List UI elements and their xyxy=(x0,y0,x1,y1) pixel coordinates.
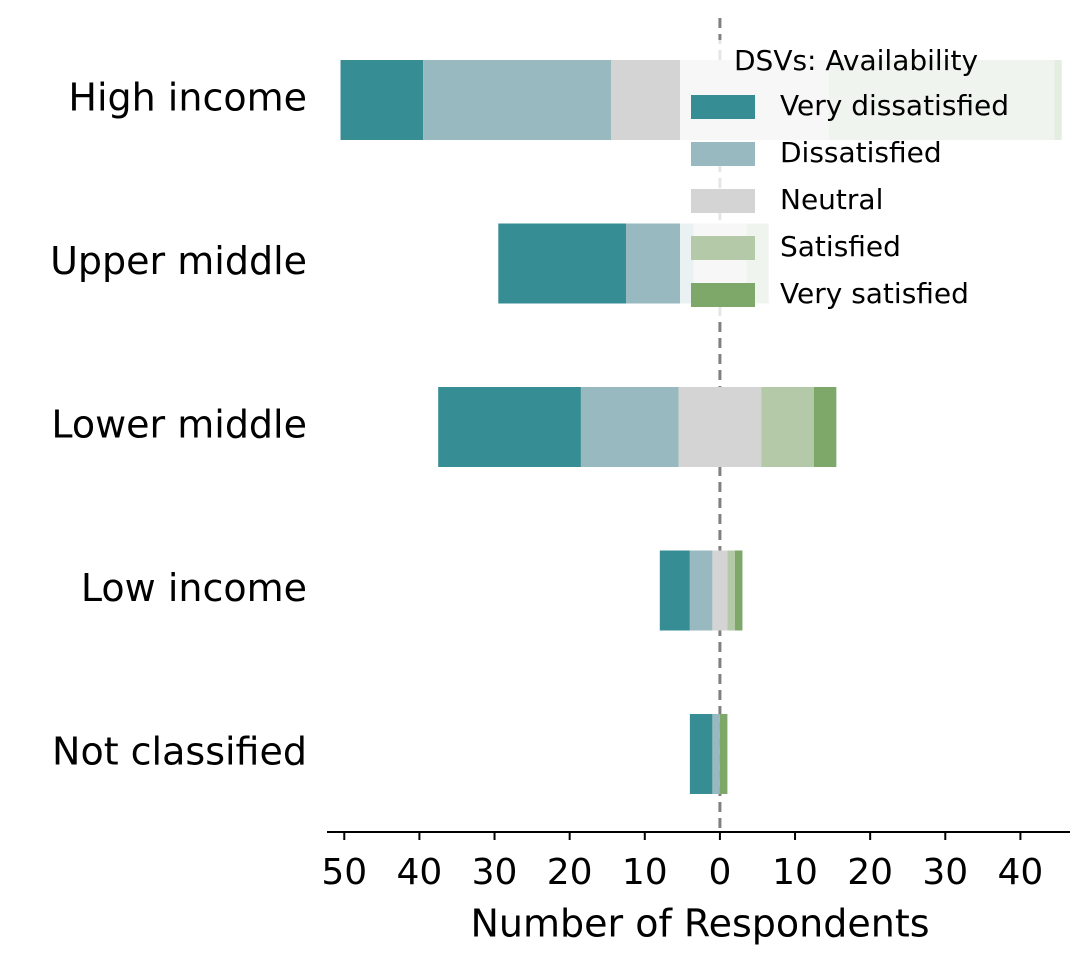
x-tick-label: 30 xyxy=(922,852,968,893)
legend-label: Neutral xyxy=(780,183,883,216)
x-axis-label: Number of Respondents xyxy=(470,902,929,946)
bar-segment xyxy=(719,714,728,794)
y-tick-label: Not classified xyxy=(52,730,307,774)
legend-label: Satisfied xyxy=(780,230,901,263)
y-tick-label: Low income xyxy=(81,566,307,610)
bar-segment xyxy=(659,550,690,631)
x-tick-label: 20 xyxy=(547,852,593,893)
legend-swatch xyxy=(691,189,755,213)
bar-segment xyxy=(689,550,713,631)
bar-segment xyxy=(580,387,679,467)
x-tick-label: 10 xyxy=(622,852,668,893)
x-tick-label: 30 xyxy=(472,852,518,893)
y-tick-label: Lower middle xyxy=(51,403,307,447)
x-tick-label: 50 xyxy=(321,852,367,893)
bar-segment xyxy=(678,387,762,467)
y-tick-label: High income xyxy=(68,76,307,120)
bar-segment xyxy=(813,387,837,467)
legend-box xyxy=(680,40,1062,318)
bar-segment xyxy=(734,550,743,631)
bar-segment xyxy=(498,223,627,304)
x-tick-label: 40 xyxy=(396,852,442,893)
bar-segment xyxy=(712,550,728,631)
legend-label: Dissatisfied xyxy=(780,136,942,169)
bar-segment xyxy=(727,550,735,631)
x-tick-label: 20 xyxy=(847,852,893,893)
legend-swatch xyxy=(691,95,755,119)
bar-segment xyxy=(340,60,424,140)
bar-segment xyxy=(438,387,581,467)
bar-segment xyxy=(761,387,814,467)
legend-label: Very dissatisfied xyxy=(780,89,1009,122)
x-tick-label: 0 xyxy=(708,852,731,893)
legend-swatch xyxy=(691,283,755,307)
legend-swatch xyxy=(691,236,755,260)
x-tick-label: 40 xyxy=(998,852,1044,893)
legend-label: Very satisfied xyxy=(780,277,969,310)
bar-segment xyxy=(423,60,611,140)
bar-segment xyxy=(689,714,713,794)
x-tick-label: 10 xyxy=(772,852,818,893)
bar-segment xyxy=(712,714,720,794)
legend-title: DSVs: Availability xyxy=(734,44,978,77)
y-tick-label: Upper middle xyxy=(50,239,307,283)
legend-swatch xyxy=(691,142,755,166)
